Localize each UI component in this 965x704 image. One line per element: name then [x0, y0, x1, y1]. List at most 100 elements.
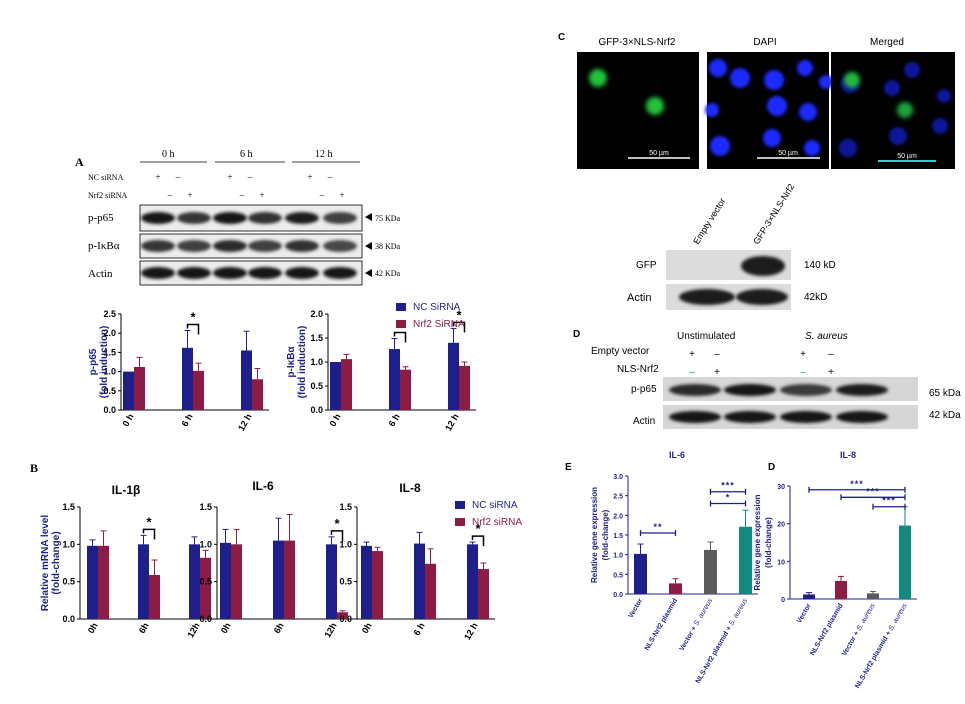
chart-b-il6: 0.0 0.5 1.0 1.5 0h 6h 12h IL-6 * — [199, 479, 354, 639]
bar — [134, 366, 145, 410]
microscopy-panel: GFP-3×NLS-Nrf2 DAPI Merged 50 µm 50 µm 5… — [577, 37, 955, 169]
x-tick-label: 12 h — [443, 412, 461, 433]
y-tick-label: 0.5 — [199, 577, 212, 587]
blot-d-size-actin: 42 kDa — [929, 410, 961, 421]
blot-c-label-gfp: GFP — [636, 260, 657, 271]
x-tick-label: 12h — [322, 621, 338, 639]
chart-title: IL-1β — [112, 483, 141, 497]
bar — [803, 594, 815, 599]
bar — [193, 370, 204, 410]
bar — [448, 342, 459, 410]
x-tick-label: 12 h — [462, 621, 480, 642]
nls-nrf2-sign: – — [800, 367, 806, 378]
blot-band — [780, 411, 832, 423]
nrf2-sign: – — [167, 190, 173, 200]
panel-label-a: A — [75, 155, 84, 169]
bar — [425, 563, 436, 619]
y-tick-label: 0.0 — [62, 614, 75, 624]
blot-band — [213, 212, 247, 224]
bar — [337, 612, 348, 619]
blot-band — [141, 267, 175, 279]
x-tick-label: 0 h — [121, 412, 136, 428]
significance-bracket — [471, 535, 485, 547]
blot-d-label-actin: Actin — [633, 416, 655, 427]
bar — [200, 557, 211, 619]
panel-label-c: C — [558, 32, 565, 43]
y-tick-label: 1.0 — [62, 539, 75, 549]
bar — [361, 545, 372, 619]
blot-band — [213, 240, 247, 252]
significance-bracket — [393, 331, 407, 343]
y-tick-label: 1.0 — [103, 367, 116, 377]
bar — [459, 365, 470, 410]
x-tick-label: 6 h — [412, 621, 427, 637]
significance-marker: * — [475, 521, 481, 536]
bar — [478, 568, 489, 619]
x-tick-label: 12 h — [236, 412, 254, 433]
nc-sign: – — [175, 172, 181, 182]
panel-label-d-bottom: D — [768, 462, 775, 473]
chart-title: IL-6 — [669, 450, 685, 460]
blot-d-size-pp65: 65 kDa — [929, 388, 961, 399]
bar — [138, 544, 149, 619]
bar — [341, 359, 352, 410]
y-tick-label: 1.5 — [103, 347, 116, 357]
y-tick-label: 1.0 — [339, 539, 352, 549]
legend-label: NC SiRNA — [413, 302, 461, 313]
nc-sign: – — [247, 172, 253, 182]
y-tick-label: 2.5 — [103, 309, 116, 319]
micro-scale-gfp: 50 µm — [649, 150, 669, 157]
blot-c-lane-nrf2: GFP-3×NLS-Nrf2 — [751, 182, 796, 246]
empty-vector-sign: + — [689, 349, 695, 360]
y-axis-label: (fold-change) — [764, 517, 773, 568]
blot-a-size-pp65: 75 KDa — [375, 214, 401, 223]
panel-label-b: B — [30, 461, 38, 475]
blot-a-group-0h: 0 h — [162, 149, 175, 160]
x-tick-label: Vector — [796, 602, 813, 624]
y-tick-label: 1.0 — [199, 539, 212, 549]
bar — [899, 525, 911, 599]
blot-a-label-pikba: p-IκBα — [88, 240, 120, 252]
bar — [669, 583, 682, 594]
panel-label-d-top: D — [573, 329, 580, 340]
western-blot-d: Unstimulated S. aureus Empty vector NLS-… — [591, 331, 961, 429]
bar — [835, 580, 847, 599]
bar — [231, 544, 242, 619]
y-tick-label: 0.5 — [310, 381, 323, 391]
significance-bracket — [330, 530, 344, 541]
bar — [123, 371, 134, 410]
legend-label: NC siRNA — [472, 500, 518, 511]
x-tick-label: 0 h — [328, 412, 343, 428]
x-tick-label: NLS-Nrf2 plasmid — [809, 603, 844, 657]
significance-marker: * — [190, 310, 196, 325]
legend-swatch — [396, 320, 406, 328]
y-tick-label: 1.5 — [310, 333, 323, 343]
y-tick-label: 0.5 — [62, 577, 75, 587]
y-tick-label: 0.5 — [613, 572, 623, 579]
blot-band — [780, 384, 832, 396]
blot-band — [177, 240, 211, 252]
x-tick-label: 0h — [219, 621, 233, 635]
y-axis-label: Relative gene expression — [590, 487, 599, 583]
blot-band — [285, 240, 319, 252]
bar — [867, 593, 879, 599]
blot-a-label-actin: Actin — [88, 268, 113, 280]
panel-label-e: E — [565, 462, 572, 473]
bar — [241, 350, 252, 410]
chart-e-il6: 0.0 0.5 1.0 1.5 2.0 2.5 3.0 Vector NLS-Nrf2 plas… — [590, 450, 758, 685]
blot-band — [248, 267, 282, 279]
blot-band — [724, 411, 776, 423]
blot-band — [836, 384, 888, 396]
bar — [414, 543, 425, 619]
chart-a-p65: 0.0 0.5 1.0 1.5 2.0 2.5 0 h 6 h 12 h p-p65 (fold i… — [88, 309, 269, 433]
y-tick-label: 0.5 — [339, 577, 352, 587]
y-tick-label: 10 — [777, 559, 785, 566]
y-tick-label: 1.5 — [339, 502, 352, 512]
bar — [149, 574, 160, 619]
x-tick-label: 6h — [272, 621, 286, 635]
bar — [182, 347, 193, 410]
chart-title: IL-6 — [252, 479, 274, 493]
x-tick-label: Vector + S. aureus — [841, 602, 877, 657]
